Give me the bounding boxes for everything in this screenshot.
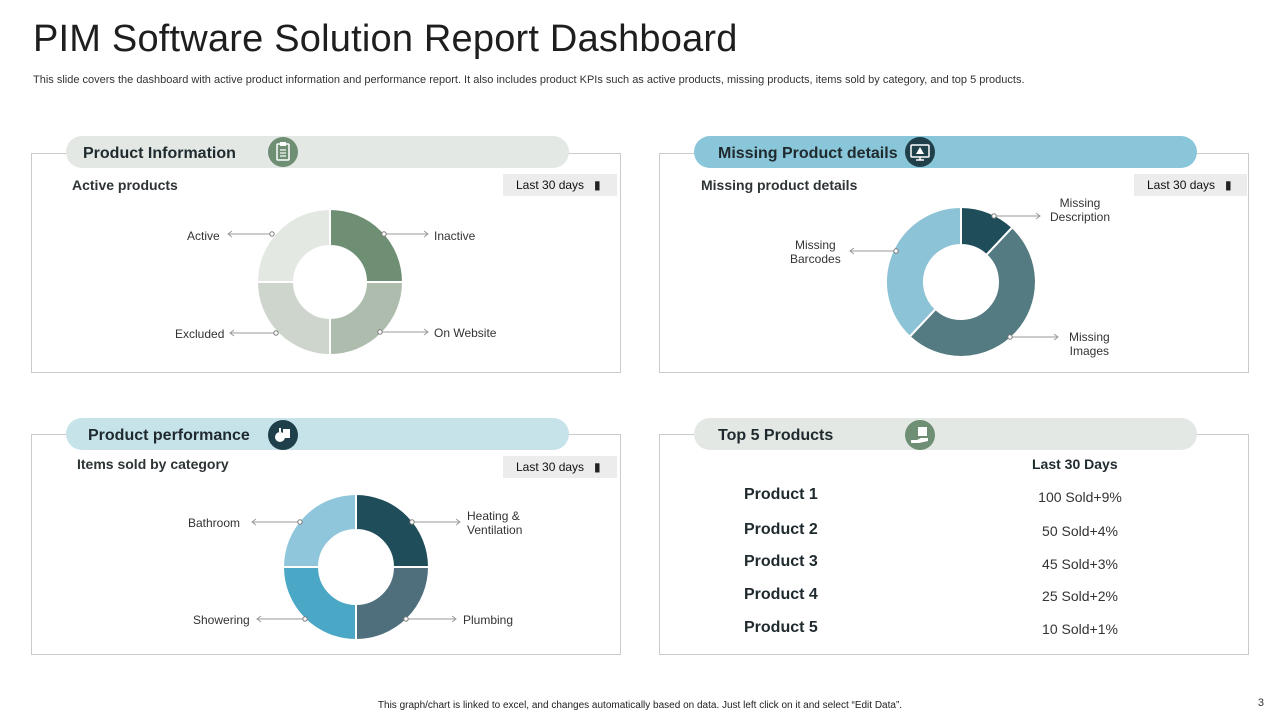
product-performance-label: Product performance bbox=[88, 427, 250, 444]
donut-slice bbox=[255, 281, 331, 357]
period-selector[interactable]: Last 30 days ▮ bbox=[1134, 174, 1247, 196]
items-sold-title: Items sold by category bbox=[77, 456, 229, 472]
top5-header bbox=[694, 418, 1197, 450]
donut-slice bbox=[281, 492, 357, 568]
top5-column-header: Last 30 Days bbox=[1032, 456, 1118, 472]
leader-dot bbox=[409, 519, 415, 525]
donut-slice bbox=[281, 566, 357, 642]
leader-dot bbox=[297, 519, 303, 525]
donut-label: Inactive bbox=[434, 229, 476, 243]
tag-icon bbox=[268, 420, 298, 450]
leader-dot bbox=[273, 330, 279, 336]
bar-chart-icon: ▮ bbox=[594, 178, 601, 192]
top5-product-name: Product 3 bbox=[744, 553, 818, 570]
donut-slice bbox=[329, 207, 405, 283]
donut-slice bbox=[255, 207, 331, 283]
top5-product-name: Product 4 bbox=[744, 586, 818, 603]
leader-arrow bbox=[1053, 333, 1059, 341]
leader-dot bbox=[893, 248, 899, 254]
top5-product-value: 10 Sold+1% bbox=[1042, 621, 1118, 637]
top5-product-name: Product 2 bbox=[744, 521, 818, 538]
top5-product-value: 45 Sold+3% bbox=[1042, 556, 1118, 572]
top5-product-value: 100 Sold+9% bbox=[1038, 489, 1122, 505]
period-label: Last 30 days bbox=[516, 178, 585, 192]
donut-slice bbox=[355, 566, 431, 642]
top5-product-value: 50 Sold+4% bbox=[1042, 523, 1118, 539]
leader-arrow bbox=[229, 329, 235, 337]
donut-label: Bathroom bbox=[188, 516, 241, 530]
leader-arrow bbox=[423, 328, 429, 336]
period-label: Last 30 days bbox=[1147, 178, 1216, 192]
box-hand-icon bbox=[905, 420, 935, 450]
leader-dot bbox=[269, 231, 275, 237]
missing-product-title: Missing product details bbox=[701, 177, 858, 193]
leader-arrow bbox=[227, 230, 233, 238]
donut-label: Excluded bbox=[175, 327, 225, 341]
donut-label: Plumbing bbox=[463, 613, 514, 627]
active-products-title: Active products bbox=[72, 177, 178, 193]
leader-arrow bbox=[256, 615, 262, 623]
leader-dot bbox=[302, 616, 308, 622]
product-information-label: Product Information bbox=[83, 145, 236, 162]
period-selector[interactable]: Last 30 days ▮ bbox=[503, 174, 617, 196]
page-subtitle: This slide covers the dashboard with act… bbox=[33, 74, 1025, 86]
leader-arrow bbox=[849, 247, 855, 255]
top5-product-name: Product 1 bbox=[744, 486, 818, 503]
page-number: 3 bbox=[1257, 697, 1264, 709]
donut-label: On Website bbox=[434, 326, 497, 340]
period-selector[interactable]: Last 30 days ▮ bbox=[503, 456, 617, 478]
top5-product-value: 25 Sold+2% bbox=[1042, 588, 1118, 604]
leader-arrow bbox=[1035, 212, 1041, 220]
donut-slice bbox=[908, 225, 1037, 358]
leader-dot bbox=[381, 231, 387, 237]
product-performance-header bbox=[66, 418, 569, 450]
donut-label: Heating & Ventilation bbox=[467, 509, 523, 537]
page-title: PIM Software Solution Report Dashboard bbox=[33, 18, 738, 60]
leader-arrow bbox=[251, 518, 257, 526]
missing-product-label: Missing Product details bbox=[718, 145, 898, 162]
leader-arrow bbox=[451, 615, 457, 623]
leader-dot bbox=[1007, 334, 1013, 340]
top5-label: Top 5 Products bbox=[718, 427, 834, 444]
footer-note: This graph/chart is linked to excel, and… bbox=[377, 700, 903, 711]
top5-panel bbox=[659, 434, 1249, 655]
product-information-header bbox=[66, 136, 569, 168]
donut-slice bbox=[329, 281, 405, 357]
bar-chart-icon: ▮ bbox=[594, 460, 601, 474]
donut-label: Active bbox=[187, 229, 220, 243]
donut-label: Missing Images bbox=[1069, 330, 1110, 358]
donut-slice bbox=[885, 205, 962, 339]
donut-slice bbox=[355, 492, 431, 568]
clipboard-icon bbox=[268, 137, 298, 167]
top5-product-name: Product 5 bbox=[744, 619, 818, 636]
leader-arrow bbox=[423, 230, 429, 238]
leader-dot bbox=[403, 616, 409, 622]
missing-product-header bbox=[694, 136, 1197, 168]
leader-dot bbox=[991, 213, 997, 219]
donut-label: Missing Barcodes bbox=[790, 238, 841, 266]
donut-label: Missing Description bbox=[1050, 196, 1111, 224]
leader-arrow bbox=[455, 518, 461, 526]
donut-label: Showering bbox=[193, 613, 250, 627]
warning-monitor-icon bbox=[905, 137, 935, 167]
bar-chart-icon: ▮ bbox=[1225, 178, 1232, 192]
period-label: Last 30 days bbox=[516, 460, 585, 474]
leader-dot bbox=[377, 329, 383, 335]
